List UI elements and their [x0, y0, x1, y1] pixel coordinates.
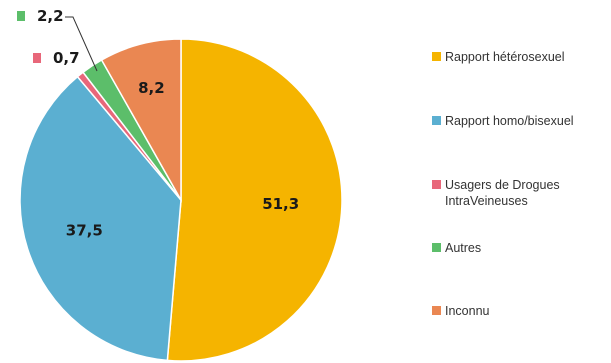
legend-item-autres: Autres [432, 240, 481, 256]
legend-item-udiv: Usagers de Drogues IntraVeineuses [432, 177, 560, 209]
legend-item-inconnu: Inconnu [432, 303, 489, 319]
leader-line-autres [65, 16, 98, 72]
legend: Rapport hétérosexuel Rapport homo/bisexu… [432, 0, 611, 363]
legend-label-autres: Autres [445, 241, 482, 255]
slice-label-swatch-autres [17, 11, 25, 21]
slice-label-heterosexuel: 51,3 [262, 195, 299, 213]
pie-chart: 51,3 37,5 0,7 2,2 8,2 [17, 7, 343, 362]
legend-label-udiv: Usagers de Drogues IntraVeineuses [445, 178, 560, 208]
slice-label-udiv: 0,7 [53, 49, 80, 67]
legend-swatch-inconnu [432, 306, 441, 315]
legend-label-homo-bisexuel: Rapport homo/bisexuel [445, 114, 574, 128]
pie-slice-homo-bisexuel [19, 75, 182, 362]
legend-swatch-autres [432, 243, 441, 252]
slice-label-autres: 2,2 [37, 7, 64, 25]
legend-item-homo-bisexuel: Rapport homo/bisexuel [432, 113, 574, 129]
legend-swatch-homo-bisexuel [432, 116, 441, 125]
legend-item-heterosexuel: Rapport hétérosexuel [432, 49, 565, 65]
pie-slice-inconnu [100, 38, 182, 203]
legend-swatch-heterosexuel [432, 52, 441, 61]
slice-label-homo-bisexuel: 37,5 [66, 222, 103, 240]
slice-label-inconnu: 8,2 [138, 79, 165, 97]
legend-label-heterosexuel: Rapport hétérosexuel [445, 50, 565, 64]
legend-label-inconnu: Inconnu [445, 304, 490, 318]
legend-swatch-udiv [432, 180, 441, 189]
pie-slice-heterosexuel [166, 38, 343, 362]
slice-label-swatch-udiv [33, 53, 41, 63]
